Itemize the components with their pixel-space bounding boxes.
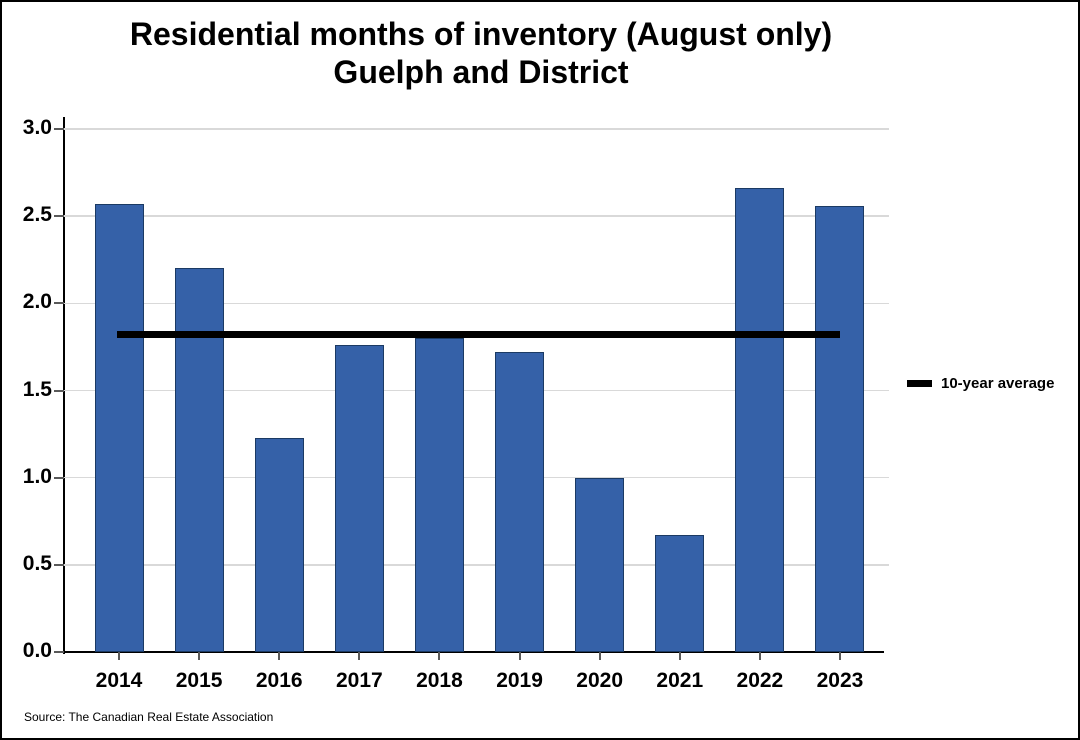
gridline-0.5 bbox=[64, 564, 889, 566]
bar-2018 bbox=[414, 338, 464, 652]
x-axis-label-2015: 2015 bbox=[175, 669, 223, 692]
x-axis-label-2014: 2014 bbox=[95, 669, 143, 692]
gridline-2.0 bbox=[64, 302, 889, 305]
x-axis-tick-2017 bbox=[358, 652, 361, 660]
y-axis-tick-label-3.0: 3.0 bbox=[22, 116, 52, 139]
y-axis-tick-0.5 bbox=[54, 563, 64, 566]
y-axis-tick-label-1.5: 1.5 bbox=[22, 377, 52, 401]
x-axis-label-2023: 2023 bbox=[816, 669, 864, 692]
x-axis-label-2018: 2018 bbox=[416, 669, 463, 692]
x-axis-label-2021: 2021 bbox=[656, 669, 704, 692]
x-axis-line bbox=[64, 651, 884, 653]
average-line-legend-label: 10-year average bbox=[941, 375, 1055, 392]
bar-2021 bbox=[655, 535, 705, 652]
bar-2016 bbox=[254, 437, 304, 652]
x-axis-tick-2015 bbox=[198, 652, 201, 660]
y-axis-tick-1.5 bbox=[54, 389, 64, 392]
bar-2014 bbox=[94, 203, 144, 652]
gridline-1.0 bbox=[64, 476, 889, 479]
legend: 10-year average bbox=[907, 375, 1054, 392]
x-axis-tick-2022 bbox=[758, 652, 761, 660]
y-axis-tick-label-0.0: 0.0 bbox=[22, 639, 52, 662]
plot-area bbox=[54, 128, 889, 660]
x-axis-tick-2014 bbox=[118, 652, 120, 660]
bar-2022 bbox=[735, 188, 785, 652]
x-axis-tick-2016 bbox=[278, 652, 281, 660]
y-axis-line bbox=[62, 117, 65, 654]
x-axis-label-2020: 2020 bbox=[576, 669, 624, 692]
y-axis-tick-0.0 bbox=[54, 651, 64, 653]
y-axis-tick-3.0 bbox=[54, 128, 64, 130]
y-axis-tick-2.0 bbox=[54, 302, 64, 305]
x-axis-label-2016: 2016 bbox=[255, 669, 303, 692]
x-axis-label-2022: 2022 bbox=[736, 669, 784, 692]
y-axis-tick-label-2.5: 2.5 bbox=[22, 203, 52, 227]
x-axis-tick-2018 bbox=[438, 652, 441, 660]
y-axis-tick-1.0 bbox=[54, 476, 64, 479]
y-axis-tick-label-2.0: 2.0 bbox=[22, 290, 52, 314]
bar-2015 bbox=[174, 268, 224, 652]
y-axis-tick-2.5 bbox=[54, 215, 64, 218]
y-axis-tick-label-1.0: 1.0 bbox=[22, 464, 52, 488]
bar-2020 bbox=[575, 477, 625, 652]
source-note: Source: The Canadian Real Estate Associa… bbox=[24, 710, 274, 724]
chart-title: Residential months of inventory (August … bbox=[2, 15, 960, 91]
gridline-2.5 bbox=[64, 215, 889, 217]
bar-2023 bbox=[815, 205, 865, 652]
x-axis-tick-2023 bbox=[838, 652, 841, 660]
chart-title-line-1: Residential months of inventory (August … bbox=[129, 16, 833, 52]
x-axis-label-2019: 2019 bbox=[496, 669, 543, 692]
average-line bbox=[117, 331, 840, 339]
gridline-1.5 bbox=[64, 389, 889, 392]
x-axis-label-2017: 2017 bbox=[335, 669, 383, 692]
x-axis-tick-2021 bbox=[678, 652, 681, 660]
y-axis-tick-label-0.5: 0.5 bbox=[22, 551, 52, 575]
x-axis-tick-2020 bbox=[598, 652, 601, 660]
chart-title-line-2: Guelph and District bbox=[333, 54, 629, 90]
bar-2019 bbox=[495, 352, 545, 652]
x-axis-tick-2019 bbox=[518, 652, 521, 660]
average-line-legend-swatch bbox=[907, 380, 932, 387]
gridline-3.0 bbox=[64, 128, 889, 130]
bar-2017 bbox=[334, 345, 384, 652]
